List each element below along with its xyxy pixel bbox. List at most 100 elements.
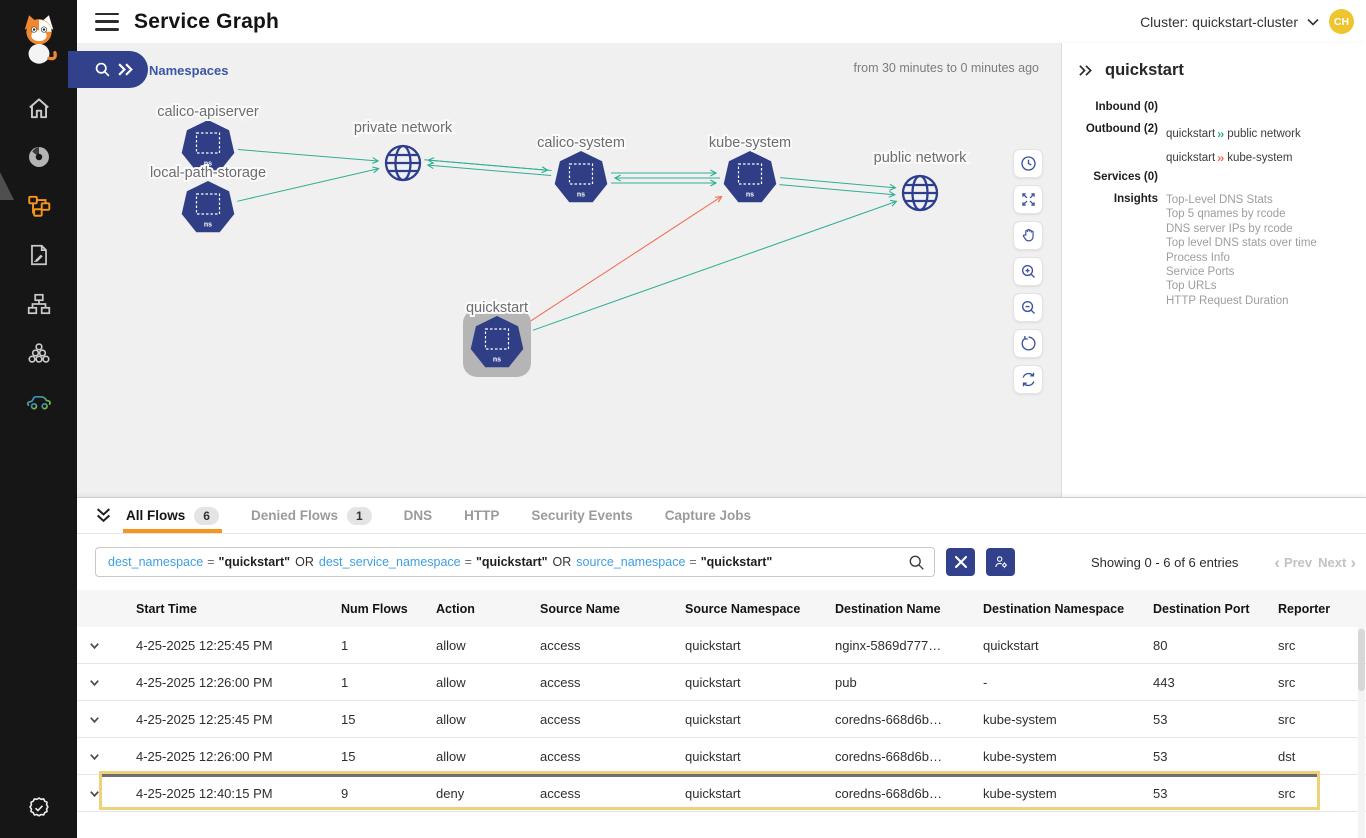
row-expand-button[interactable] xyxy=(77,639,117,652)
graph-zoom-out-button[interactable] xyxy=(1013,293,1043,322)
graph-edge-quickstart-to-public-network[interactable] xyxy=(532,201,897,331)
rbac-user-settings-button[interactable] xyxy=(986,548,1015,576)
column-header-source-name[interactable]: Source Name xyxy=(540,602,620,616)
zoom-out-icon xyxy=(1021,300,1035,314)
graph-search-pill[interactable] xyxy=(68,51,148,88)
table-row[interactable]: 4-25-2025 12:26:00 PM 1 allow access quickst… xyxy=(77,664,1366,701)
cell-destination_port: 53 xyxy=(1153,711,1168,727)
inbound-label: Inbound (0) xyxy=(1095,101,1158,113)
row-expand-button[interactable] xyxy=(77,787,117,800)
graph-edge-kube-system-to-public-network[interactable] xyxy=(779,184,895,195)
cluster-selector[interactable]: Cluster: quickstart-cluster xyxy=(1140,14,1319,30)
tab-all-flows[interactable]: All Flows 6 xyxy=(123,498,222,533)
insight-link[interactable]: Top-Level DNS Stats xyxy=(1166,194,1273,206)
cell-action: allow xyxy=(436,637,466,653)
filter-token-field: dest_service_namespace xyxy=(318,555,461,569)
graph-edge-local-path-storage-to-private-network[interactable] xyxy=(237,169,378,202)
prev-page-button[interactable]: ‹ Prev xyxy=(1274,552,1313,572)
calico-cat-logo[interactable] xyxy=(17,12,61,64)
table-row[interactable]: 4-25-2025 12:25:45 PM 15 allow access quicks… xyxy=(77,701,1366,738)
insight-link[interactable]: Top URLs xyxy=(1166,280,1217,293)
sidebar-item-dashboard[interactable] xyxy=(25,143,53,171)
flows-filter-row: dest_namespace = "quickstart" OR dest_servic… xyxy=(77,534,1366,590)
tab-dns[interactable]: DNS xyxy=(404,498,433,533)
column-header-action[interactable]: Action xyxy=(436,602,475,616)
graph-time-button[interactable] xyxy=(1013,149,1043,178)
insight-link[interactable]: Top level DNS stats over time xyxy=(1166,237,1317,250)
cell-reporter: dst xyxy=(1278,748,1296,764)
graph-edge-calico-system-to-private-network[interactable] xyxy=(428,165,552,176)
sidebar-item-network-tree[interactable] xyxy=(25,290,53,318)
column-header-destination-port[interactable]: Destination Port xyxy=(1153,602,1250,616)
node-ns-badge: ns xyxy=(204,161,212,168)
row-expand-button[interactable] xyxy=(77,676,117,689)
graph-view-label[interactable]: Namespaces xyxy=(149,63,229,78)
table-row-highlighted[interactable]: 4-25-2025 12:40:15 PM 9 deny access quicksta… xyxy=(77,771,1366,812)
graph-edge-kube-system-to-public-network[interactable] xyxy=(780,177,895,188)
tab-denied-flows[interactable]: Denied Flows 1 xyxy=(251,498,372,533)
insight-link[interactable]: Process Info xyxy=(1166,251,1230,264)
graph-node-quickstart[interactable]: ns quickstart xyxy=(463,298,531,377)
cell-source_name: access xyxy=(540,674,581,690)
namespace-dashed-box xyxy=(568,163,594,185)
namespace-dashed-box xyxy=(195,132,221,154)
row-expand-button[interactable] xyxy=(77,713,117,726)
insight-link[interactable]: Top 5 qnames by rcode xyxy=(1166,208,1286,221)
outbound-edge-item[interactable]: quickstart ›› kube-system xyxy=(1166,144,1352,168)
flows-filter-input[interactable]: dest_namespace = "quickstart" OR dest_servic… xyxy=(95,547,935,577)
table-row[interactable]: 4-25-2025 12:26:00 PM 15 allow access quicks… xyxy=(77,738,1366,775)
column-header-destination-namespace[interactable]: Destination Namespace xyxy=(983,602,1125,616)
zoom-in-icon xyxy=(1021,264,1035,278)
outbound-source: quickstart xyxy=(1166,127,1216,140)
column-header-num-flows[interactable]: Num Flows xyxy=(341,602,408,616)
avatar[interactable]: CH xyxy=(1329,9,1354,34)
graph-node-calico-apiserver[interactable]: ns calico-apiserver xyxy=(155,102,261,172)
column-header-source-namespace[interactable]: Source Namespace xyxy=(685,602,801,616)
sidebar-item-policies[interactable] xyxy=(25,241,53,269)
table-row[interactable]: 4-25-2025 12:25:45 PM 1 allow access quickst… xyxy=(77,627,1366,664)
graph-fit-screen-button[interactable] xyxy=(1013,185,1043,214)
node-label: local-path-storage xyxy=(150,165,266,181)
outbound-edge-item[interactable]: quickstart ›› public network xyxy=(1166,120,1352,144)
column-header-destination-name[interactable]: Destination Name xyxy=(835,602,941,616)
sidebar-item-image-assurance-car[interactable] xyxy=(25,388,53,416)
tab-http[interactable]: HTTP xyxy=(464,498,499,533)
cell-destination_name: pub xyxy=(835,674,857,690)
graph-pan-button[interactable] xyxy=(1013,221,1043,250)
tab-capture-jobs[interactable]: Capture Jobs xyxy=(665,498,751,533)
graph-edge-calico-apiserver-to-private-network[interactable] xyxy=(237,149,378,162)
column-header-reporter[interactable]: Reporter xyxy=(1278,602,1331,616)
collapse-panel-icon[interactable] xyxy=(1078,63,1093,78)
column-header-start-time[interactable]: Start Time xyxy=(136,602,197,616)
sidebar-item-clusters[interactable] xyxy=(25,339,53,367)
service-graph-canvas[interactable]: ns calico-apiserver ns local-path-storage pr… xyxy=(68,43,1061,497)
node-label: private network xyxy=(354,120,453,136)
clear-filter-button[interactable] xyxy=(946,548,975,576)
insight-link[interactable]: HTTP Request Duration xyxy=(1166,294,1289,307)
tab-security-events[interactable]: Security Events xyxy=(531,498,632,533)
graph-edge-quickstart-to-kube-system[interactable] xyxy=(528,197,722,323)
collapse-flows-icon[interactable] xyxy=(92,505,114,527)
filter-token-op: = xyxy=(207,555,215,569)
graph-node-public-network[interactable]: public network xyxy=(872,148,969,212)
menu-hamburger-icon[interactable] xyxy=(95,12,119,31)
sidebar-item-certificate[interactable] xyxy=(25,794,53,822)
table-scrollbar[interactable] xyxy=(1358,627,1365,838)
graph-refresh-button[interactable] xyxy=(1013,365,1043,394)
graph-zoom-in-button[interactable] xyxy=(1013,257,1043,286)
graph-node-private-network[interactable]: private network xyxy=(352,118,455,182)
sidebar-item-home[interactable] xyxy=(25,94,53,122)
graph-node-kube-system[interactable]: ns kube-system xyxy=(707,133,793,203)
tab-label: Security Events xyxy=(531,508,633,523)
graph-edge-calico-system-to-private-network[interactable] xyxy=(428,160,552,171)
sidebar-item-service-graph-active[interactable] xyxy=(25,192,53,220)
graph-node-calico-system[interactable]: ns calico-system xyxy=(535,133,627,203)
next-page-button[interactable]: Next › xyxy=(1318,552,1356,572)
row-expand-button[interactable] xyxy=(77,750,117,763)
graph-reset-button[interactable] xyxy=(1013,329,1043,358)
insight-link[interactable]: Service Ports xyxy=(1166,266,1235,279)
insight-link[interactable]: DNS server IPs by rcode xyxy=(1166,222,1293,235)
